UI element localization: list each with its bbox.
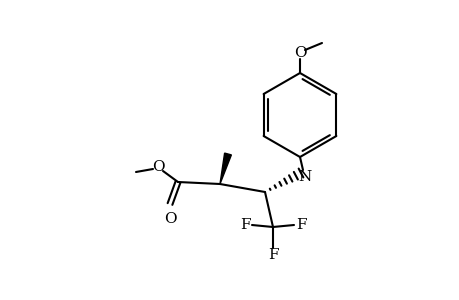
Text: O: O bbox=[293, 46, 306, 60]
Text: F: F bbox=[239, 218, 250, 232]
Text: F: F bbox=[295, 218, 306, 232]
Text: O: O bbox=[151, 160, 164, 174]
Polygon shape bbox=[219, 153, 231, 184]
Text: O: O bbox=[163, 212, 176, 226]
Text: N: N bbox=[298, 170, 311, 184]
Text: F: F bbox=[267, 248, 278, 262]
